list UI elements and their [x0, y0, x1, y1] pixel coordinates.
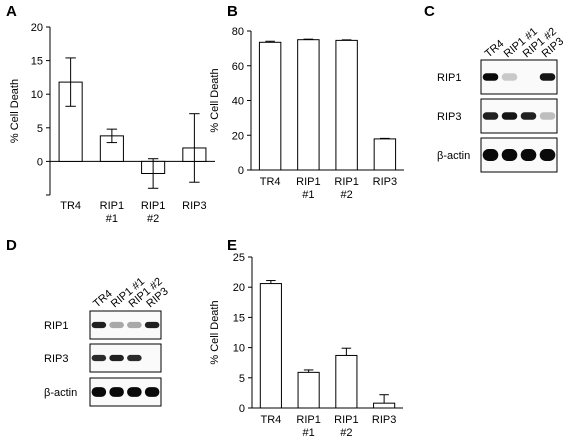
bar: [373, 402, 396, 409]
blot-band: [109, 354, 124, 362]
x-tick-label: RIP3: [373, 176, 397, 188]
x-tick-label: #1: [303, 427, 315, 439]
y-tick-label: 5: [239, 373, 245, 385]
blot-band: [91, 354, 107, 362]
blot-band: [539, 149, 556, 161]
y-tick-label: 5: [37, 123, 43, 135]
blot-band: [501, 112, 518, 120]
x-tick-label: RIP3: [182, 200, 206, 212]
y-tick-label: 10: [233, 343, 245, 355]
x-tick-label: #2: [147, 213, 159, 225]
y-axis-label: % Cell Death: [209, 68, 221, 132]
blot-band: [482, 73, 499, 81]
blot-band: [91, 321, 107, 329]
panel-label-b: B: [227, 3, 238, 20]
y-tick-label: 0: [37, 156, 43, 168]
y-tick-label: 60: [232, 61, 244, 73]
y-tick-label: 0: [238, 165, 244, 177]
blot-band: [482, 112, 499, 120]
x-tick-label: TR4: [260, 176, 281, 188]
x-tick-label: TR4: [60, 200, 81, 212]
blot-band: [482, 149, 499, 161]
blot-band: [127, 321, 142, 329]
blot-row-label: RIP3: [44, 353, 68, 365]
blot-band: [127, 354, 142, 362]
y-axis-label: % Cell Death: [209, 300, 221, 364]
x-tick-label: RIP1: [100, 200, 124, 212]
y-tick-label: 40: [232, 96, 244, 108]
bar: [373, 138, 397, 171]
bar: [259, 283, 282, 409]
y-tick-label: 15: [233, 312, 245, 324]
x-tick-label: #1: [106, 213, 118, 225]
x-tick-label: TR4: [260, 414, 281, 426]
x-tick-label: RIP1: [334, 176, 358, 188]
blot-band: [144, 321, 160, 329]
blot-band: [520, 149, 537, 161]
blot-band: [501, 73, 518, 81]
y-tick-label: 20: [31, 22, 43, 34]
blot-row-label: RIP1: [437, 72, 461, 84]
x-tick-label: RIP1: [141, 200, 165, 212]
bar: [297, 371, 320, 409]
bar: [258, 41, 282, 171]
panel-label-a: A: [6, 3, 17, 20]
y-tick-label: 20: [232, 130, 244, 142]
blot-row-label: β-actin: [437, 150, 470, 162]
bar: [335, 354, 358, 409]
y-tick-label: 20: [233, 282, 245, 294]
y-tick-label: 15: [31, 56, 43, 68]
y-tick-label: 10: [31, 89, 43, 101]
blot-band: [109, 387, 124, 397]
blot-band: [539, 73, 556, 81]
panel-label-c: C: [424, 3, 435, 20]
blot-row-label: β-actin: [44, 387, 77, 399]
blot-band: [501, 149, 518, 161]
x-tick-label: RIP3: [372, 414, 396, 426]
y-tick-label: 80: [232, 26, 244, 38]
x-tick-label: RIP1: [334, 414, 358, 426]
bar: [297, 39, 320, 171]
bar: [335, 39, 358, 171]
x-tick-label: RIP1: [296, 176, 320, 188]
blot-band: [144, 387, 160, 397]
x-tick-label: #2: [341, 189, 353, 201]
blot-band: [127, 387, 142, 397]
panel-label-d: D: [6, 237, 17, 254]
y-tick-label: 25: [233, 252, 245, 264]
x-tick-label: RIP1: [296, 414, 320, 426]
blot-row-label: RIP3: [437, 111, 461, 123]
panel-label-e: E: [227, 237, 237, 254]
x-tick-label: #1: [302, 189, 314, 201]
blot-band: [539, 112, 556, 120]
blot-band: [520, 112, 537, 120]
x-tick-label: #2: [340, 427, 352, 439]
blot-band: [109, 321, 124, 329]
y-tick-label: 0: [239, 403, 245, 415]
blot-band: [91, 387, 107, 397]
y-axis-label: % Cell Death: [9, 79, 21, 143]
blot-row-label: RIP1: [44, 320, 68, 332]
